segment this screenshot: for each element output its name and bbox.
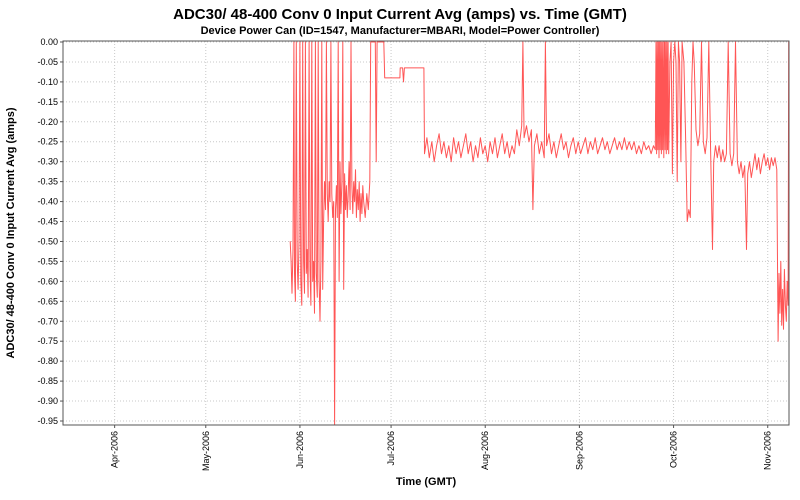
y-tick-label: -0.30 <box>37 157 58 167</box>
x-tick-label: Apr-2006 <box>110 431 120 468</box>
y-tick-label: -0.85 <box>37 376 58 386</box>
y-axis-label: ADC30/ 48-400 Conv 0 Input Current Avg (… <box>5 107 17 358</box>
y-tick-label: -0.55 <box>37 256 58 266</box>
y-tick-label: -0.15 <box>37 97 58 107</box>
y-tick-label: -0.75 <box>37 336 58 346</box>
x-axis-label: Time (GMT) <box>396 476 457 488</box>
y-tick-label: 0.00 <box>40 37 58 47</box>
chart-title: ADC30/ 48-400 Conv 0 Input Current Avg (… <box>173 6 627 23</box>
y-tick-label: -0.70 <box>37 316 58 326</box>
y-tick-label: -0.35 <box>37 177 58 187</box>
y-tick-label: -0.45 <box>37 217 58 227</box>
y-tick-label: -0.40 <box>37 197 58 207</box>
plot-border <box>62 40 790 426</box>
x-tick-label: Aug-2006 <box>480 431 490 470</box>
y-tick-label: -0.05 <box>37 57 58 67</box>
y-tick-label: -0.60 <box>37 276 58 286</box>
y-tick-label: -0.80 <box>37 356 58 366</box>
x-tick-label: Jul-2006 <box>386 431 396 466</box>
x-tick-label: Oct-2006 <box>669 431 679 468</box>
y-tick-label: -0.50 <box>37 236 58 246</box>
y-tick-label: -0.20 <box>37 117 58 127</box>
y-tick-label: -0.25 <box>37 137 58 147</box>
y-tick-label: -0.95 <box>37 416 58 426</box>
y-tick-label: -0.10 <box>37 77 58 87</box>
plot-area: 0.00 -0.05 -0.10 -0.15 -0.20 -0.25 -0.30 -0.35 -… <box>37 37 790 471</box>
series-line <box>289 41 790 426</box>
x-tick-label: Nov-2006 <box>763 431 773 470</box>
y-tick-label: -0.90 <box>37 396 58 406</box>
x-tick-label: May-2006 <box>201 431 211 471</box>
y-tick-label: -0.65 <box>37 296 58 306</box>
x-tick-label: Jun-2006 <box>295 431 305 469</box>
x-tick-label: Sep-2006 <box>574 431 584 470</box>
chart-subtitle: Device Power Can (ID=1547, Manufacturer=… <box>201 25 600 37</box>
